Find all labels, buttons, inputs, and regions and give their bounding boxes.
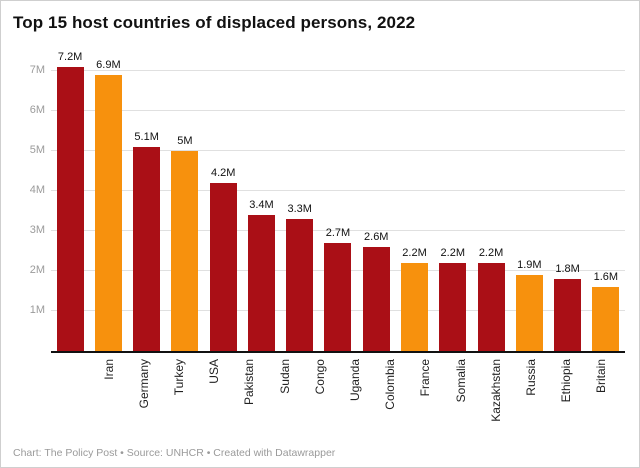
y-axis-tick-label: 4M [29,184,45,196]
value-label: 2.2M [440,247,466,259]
gridline [51,110,625,111]
y-axis-tick-label: 7M [29,64,45,76]
value-label: 7.2M [57,51,83,63]
chart-title: Top 15 host countries of displaced perso… [13,13,416,32]
footer-credit: Chart: The Policy Post • Source: UNHCR •… [13,447,336,459]
bar-iran [56,67,84,351]
bar-uganda [324,243,352,351]
bar-slot: 3.3M [281,51,319,351]
bar-usa [171,151,199,351]
x-axis-labels: Iran Germany Turkey USA Pakistan Sudan Congo Ug… [51,359,625,445]
bar-slot: 1.9M [510,51,548,351]
value-label: 6.9M [96,59,121,71]
x-axis-label: Russia [524,359,539,396]
y-axis-tick-label: 6M [29,104,45,116]
bar-pakistan [209,183,237,351]
bar-slot: 3.4M [242,51,280,351]
bar-slot: 2.6M [357,51,395,351]
bar-slot: 6.9M [89,51,127,351]
bar-france [401,263,429,351]
x-axis-label: Uganda [348,359,363,402]
gridline [51,150,625,151]
value-label: 2.2M [402,247,427,259]
value-label: 1.9M [517,259,542,271]
bar-ethiopia [554,279,582,351]
bar-slot: 2.2M [434,51,472,351]
gridline [51,190,625,191]
bar-sudan [247,215,275,351]
bar-kazakhstan [477,263,505,351]
bar-chart: 1M 2M 3M 4M 5M 6M 7M 7.2M 6.9M 5.1M 5M 4.2M 3.4M 3.3M… [11,51,631,445]
bar-slot: 2.7M [319,51,357,351]
x-axis-label-cell: Congo [302,359,337,445]
x-axis-label-cell: France [408,359,443,445]
bar-slot: 1.8M [548,51,586,351]
x-axis-label: Ethiopia [559,359,574,403]
x-axis-label-cell: Sudan [267,359,302,445]
x-axis-label-cell: Turkey [161,359,196,445]
bar-slot: 2.2M [472,51,510,351]
x-axis-label-cell: USA [197,359,232,445]
x-axis-label: USA [207,359,222,384]
bars-row: 7.2M 6.9M 5.1M 5M 4.2M 3.4M 3.3M 2.7M 2.6M 2.2M 2.… [51,51,625,351]
bar-slot: 7.2M [51,51,89,351]
bar-congo [286,219,314,351]
value-label: 1.8M [555,263,580,275]
bar-russia [515,275,543,351]
bar-somalia [439,263,467,351]
x-axis-label: Colombia [383,359,398,410]
bar-colombia [362,247,390,351]
value-label: 4.2M [210,167,236,179]
x-axis-label-cell: Kazakhstan [478,359,513,445]
value-label: 5M [177,135,193,147]
bar-germany [94,75,122,351]
value-label: 3.4M [249,199,274,211]
value-label: 2.2M [478,247,504,259]
bar-slot: 5M [166,51,204,351]
value-label: 3.3M [287,203,312,215]
x-axis-label-cell: Iran [91,359,126,445]
x-axis-label: Germany [136,359,151,409]
x-axis-label-cell: Somalia [443,359,478,445]
x-axis-label: Pakistan [242,359,257,406]
x-axis-label: Kazakhstan [488,359,503,422]
x-axis-label-cell: Ethiopia [549,359,584,445]
x-axis-label: Somalia [453,359,468,403]
bar-slot: 2.2M [395,51,433,351]
x-axis-label: Sudan [277,359,292,394]
bar-slot: 4.2M [204,51,242,351]
x-axis-label: Britain [594,359,609,394]
y-axis-tick-label: 5M [29,144,45,156]
x-axis-label-cell: Germany [126,359,161,445]
x-axis-label: France [418,359,433,397]
y-axis-tick-label: 1M [29,304,45,316]
plot-area: 1M 2M 3M 4M 5M 6M 7M 7.2M 6.9M 5.1M 5M 4.2M 3.4M 3.3M… [30,51,625,353]
x-axis-label: Turkey [172,359,186,396]
x-axis-label-cell: Uganda [337,359,372,445]
x-axis-label-cell: Pakistan [232,359,267,445]
x-axis-label-cell: Colombia [373,359,408,445]
x-axis-label: Congo [312,359,327,395]
value-label: 2.7M [325,227,351,239]
value-label: 1.6M [593,271,619,283]
bar-slot: 5.1M [128,51,166,351]
x-axis-label-cell: Britain [584,359,619,445]
gridline [51,230,625,231]
x-axis-label-cell: Russia [513,359,548,445]
bar-britain [592,287,620,351]
gridline [51,70,625,71]
bar-slot: 1.6M [587,51,625,351]
bar-turkey [133,147,161,351]
value-label: 5.1M [134,131,159,143]
y-axis-tick-label: 2M [29,264,45,276]
x-axis-label: Iran [101,359,116,380]
value-label: 2.6M [364,231,389,243]
y-axis-tick-label: 3M [29,224,45,236]
